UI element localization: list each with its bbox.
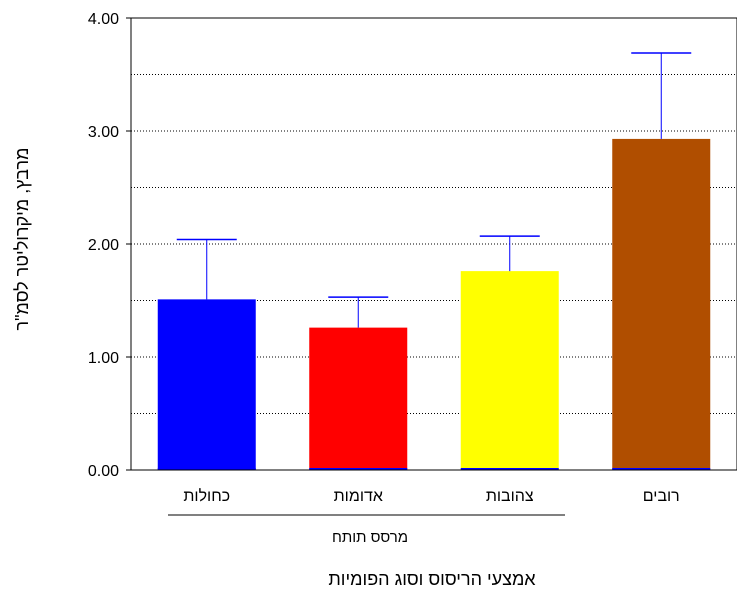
y-tick-label: 2.00 (88, 237, 119, 254)
x-category-label: רובים (643, 488, 680, 505)
x-category-label: אדומות (334, 488, 383, 505)
x-axis-title: אמצעי הריסוס וסוג הפומיות (328, 569, 536, 589)
bar (612, 138, 711, 470)
bars (157, 138, 711, 470)
y-axis-ticks: 0.00 1.00 2.00 3.00 4.00 (88, 11, 131, 480)
x-axis-categories: כחולות אדומות צהובות רובים (183, 487, 679, 505)
y-tick-label: 4.00 (88, 11, 119, 28)
y-tick-label: 3.00 (88, 124, 119, 141)
group-label: מרסס תותח (332, 529, 408, 546)
y-axis-title: מרבץ, מיקרוליטר לסמ"ר (12, 148, 32, 331)
x-category-label: כחולות (183, 487, 230, 505)
bar (460, 271, 559, 470)
bar (309, 327, 408, 470)
bar (157, 299, 256, 470)
y-tick-label: 0.00 (88, 463, 119, 480)
y-tick-label: 1.00 (88, 350, 119, 367)
error-bars (176, 52, 692, 328)
x-category-label: צהובות (486, 488, 534, 505)
